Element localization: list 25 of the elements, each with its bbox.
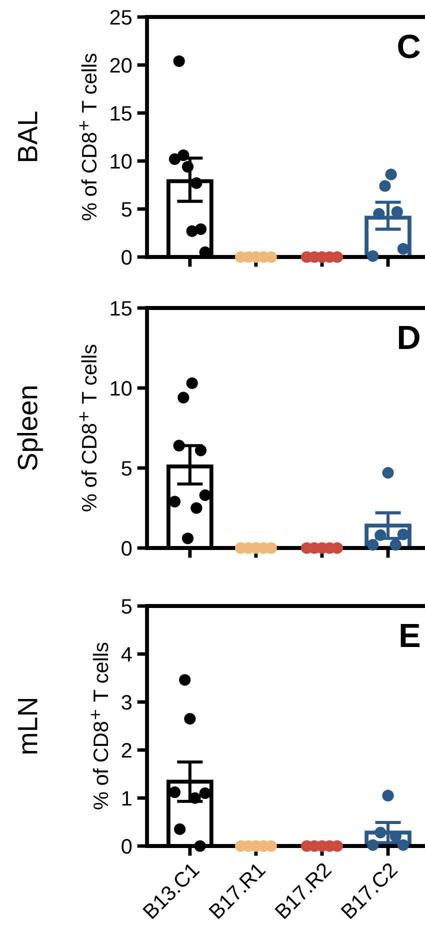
y-tick-label: 20 bbox=[110, 58, 132, 73]
y-tick-label: 0 bbox=[122, 250, 132, 265]
y-tick-label: 15 bbox=[110, 301, 132, 316]
text: BAL bbox=[18, 112, 38, 161]
y-tick-label: 0 bbox=[122, 839, 132, 854]
y-tick-label: 0 bbox=[122, 541, 132, 556]
y-tick-label: 3 bbox=[122, 695, 132, 710]
y-axis-title: % of CD8$^{+}$ T cells bbox=[79, 54, 97, 220]
annotation: D bbox=[398, 326, 420, 349]
annotation: C bbox=[398, 34, 420, 58]
y-tick-label: 5 bbox=[122, 599, 132, 614]
y-axis-title: % of CD8$^{+}$ T cells bbox=[90, 642, 108, 810]
y-tick-label: 5 bbox=[122, 202, 132, 217]
y-tick-label: 1 bbox=[122, 791, 132, 806]
text: mLN bbox=[18, 698, 38, 754]
annotation: E bbox=[400, 624, 420, 647]
text: Spleen bbox=[17, 386, 43, 470]
y-tick-label: 15 bbox=[110, 106, 132, 121]
y-tick-label: 10 bbox=[110, 381, 132, 396]
y-tick-label: 2 bbox=[122, 743, 132, 758]
y-tick-label: 4 bbox=[121, 647, 132, 662]
y-tick-label: 5 bbox=[122, 461, 132, 476]
y-tick-label: 10 bbox=[110, 154, 132, 169]
y-tick-label: 25 bbox=[110, 10, 132, 25]
y-axis-title: % of CD8$^{+}$ T cells bbox=[79, 344, 97, 512]
